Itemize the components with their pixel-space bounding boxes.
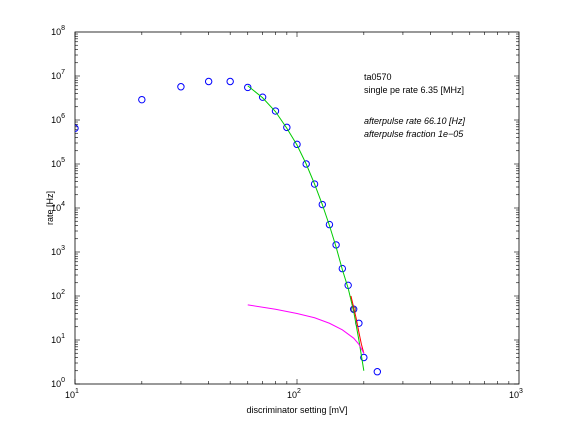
y-tick-label: 102 <box>51 289 65 301</box>
y-tick-label: 103 <box>51 245 65 257</box>
x-axis-label: discriminator setting [mV] <box>246 405 347 415</box>
annotation-afterpulse-rate: afterpulse rate 66.10 [Hz] <box>364 116 466 126</box>
series-group <box>75 77 382 376</box>
data-point <box>244 83 252 92</box>
axis-ticks <box>74 32 519 385</box>
y-tick-label: 104 <box>51 201 65 213</box>
data-point <box>271 107 280 115</box>
fit-line <box>247 304 365 354</box>
data-point <box>204 77 213 86</box>
data-point <box>293 140 301 149</box>
data-point <box>360 353 368 362</box>
data-point <box>302 160 310 168</box>
data-point <box>325 220 334 229</box>
data-marker-small <box>351 306 357 312</box>
annotation-single-pe-rate: single pe rate 6.35 [MHz] <box>364 85 464 95</box>
y-tick-label: 108 <box>51 25 65 37</box>
data-point <box>75 124 79 132</box>
x-tick-label: 102 <box>287 388 301 400</box>
data-point <box>310 180 319 188</box>
y-tick-label: 107 <box>51 69 65 81</box>
y-tick-label: 100 <box>51 377 65 389</box>
data-point <box>226 77 234 86</box>
fit-line <box>350 295 365 354</box>
data-point <box>283 123 291 132</box>
data-point <box>373 368 382 376</box>
y-tick-label: 105 <box>51 157 65 169</box>
fit-line <box>247 85 365 371</box>
data-point <box>318 200 326 209</box>
x-tick-label: 103 <box>509 388 523 400</box>
y-tick-label: 101 <box>51 333 65 345</box>
y-tick-label: 106 <box>51 113 65 125</box>
annotation-afterpulse-fraction: afterpulse fraction 1e−05 <box>364 129 464 139</box>
data-point <box>177 83 185 91</box>
annotation-id: ta0570 <box>364 72 392 82</box>
data-point <box>138 95 146 104</box>
data-series <box>75 77 382 376</box>
data-point <box>338 264 347 273</box>
data-point <box>258 93 267 101</box>
x-tick-label: 101 <box>65 388 79 400</box>
y-axis-label: rate [Hz] <box>45 191 55 225</box>
plot-area <box>74 31 520 385</box>
